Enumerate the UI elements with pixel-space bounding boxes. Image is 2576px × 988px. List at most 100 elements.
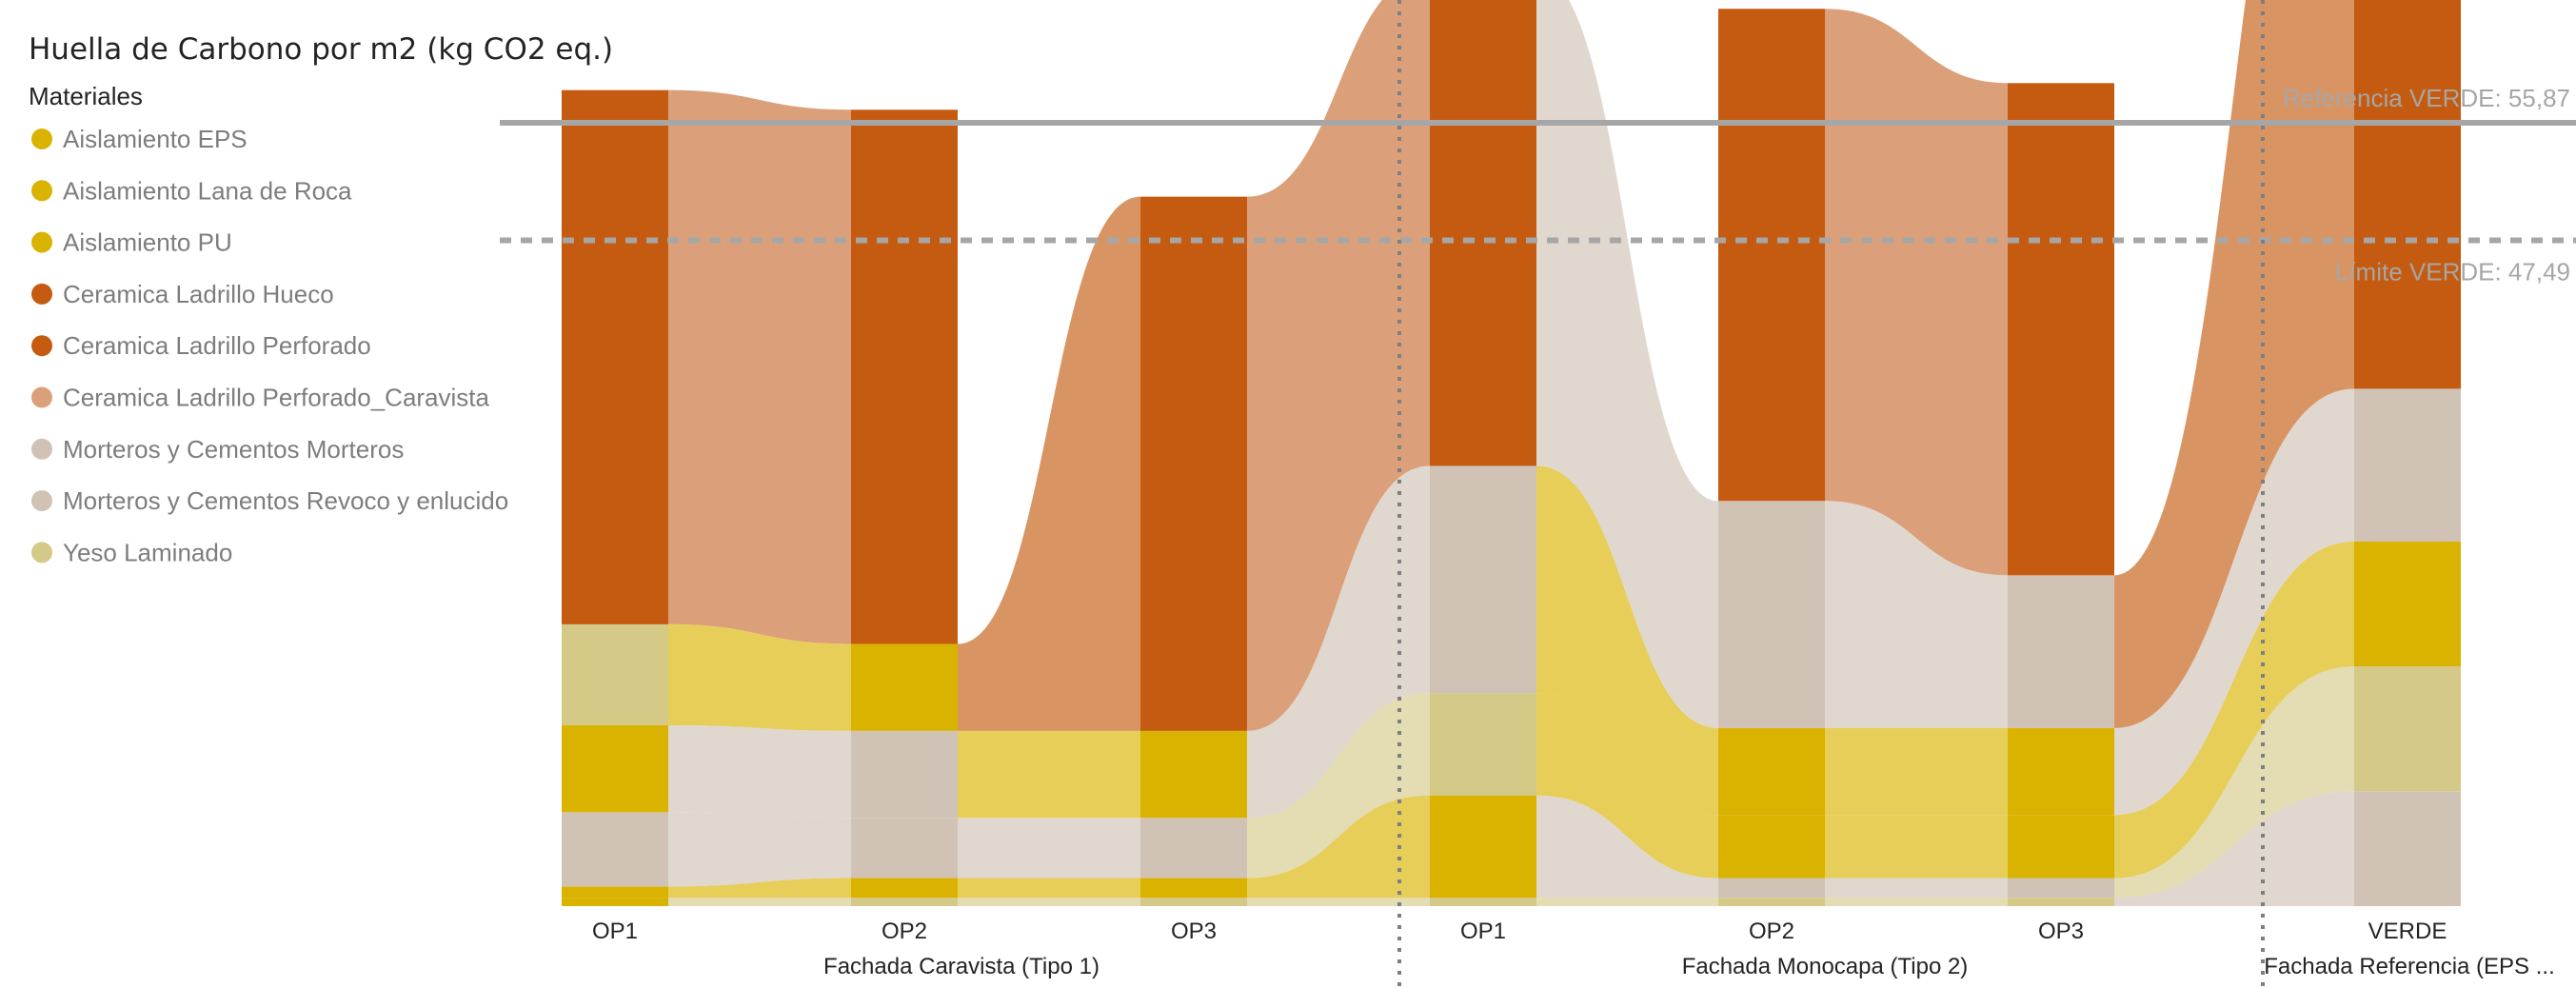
ribbon[interactable] bbox=[668, 623, 851, 731]
ribbon[interactable] bbox=[1247, 693, 1430, 879]
ribbon[interactable] bbox=[958, 898, 1140, 906]
bar-segment[interactable] bbox=[851, 109, 958, 644]
x-tick-label: OP3 bbox=[2038, 919, 2084, 944]
ribbon[interactable] bbox=[1536, 465, 1718, 816]
ribbon[interactable] bbox=[1536, 693, 1718, 879]
ribbon[interactable] bbox=[1825, 727, 2008, 816]
ribbon[interactable] bbox=[2114, 0, 2354, 728]
ribbon[interactable] bbox=[668, 898, 851, 906]
reference-lines: Referencia VERDE: 55,87 Límite VERDE: 47… bbox=[500, 84, 2576, 286]
ribbon[interactable] bbox=[668, 878, 851, 899]
ribbon[interactable] bbox=[668, 89, 851, 644]
legend-item-label[interactable]: Aislamiento PU bbox=[63, 228, 232, 257]
limit-line-verde-label: Límite VERDE: 47,49 bbox=[2335, 257, 2570, 286]
legend-item-label[interactable]: Morteros y Cementos Revoco y enlucido bbox=[63, 486, 508, 515]
legend-item-label[interactable]: Ceramica Ladrillo Hueco bbox=[63, 280, 334, 308]
bar-segment[interactable] bbox=[2008, 898, 2114, 906]
bar-segment[interactable] bbox=[1140, 818, 1247, 879]
bar-segment[interactable] bbox=[1718, 815, 1825, 879]
ribbon[interactable] bbox=[1247, 0, 1430, 731]
legend-item-label[interactable]: Aislamiento EPS bbox=[63, 125, 248, 153]
bar-segment[interactable] bbox=[1430, 898, 1536, 906]
bar-segment[interactable] bbox=[562, 623, 668, 725]
ribbon[interactable] bbox=[1247, 898, 1430, 906]
legend: Materiales Aislamiento EPS Aislamiento La… bbox=[29, 82, 508, 566]
bar-segment[interactable] bbox=[2354, 666, 2461, 792]
bar-segment[interactable] bbox=[851, 818, 958, 879]
ribbon[interactable] bbox=[1825, 878, 2008, 899]
bar-segment[interactable] bbox=[1140, 898, 1247, 906]
legend-item-label[interactable]: Ceramica Ladrillo Perforado bbox=[63, 331, 371, 360]
ribbon[interactable] bbox=[668, 812, 851, 887]
bar-segment[interactable] bbox=[562, 89, 668, 624]
legend-title: Materiales bbox=[29, 82, 143, 110]
bar-segment[interactable] bbox=[851, 643, 958, 731]
bar-segment[interactable] bbox=[2008, 878, 2114, 899]
legend-marker bbox=[31, 283, 52, 305]
ribbon[interactable] bbox=[1825, 815, 2008, 879]
x-tick-label: OP3 bbox=[1171, 919, 1217, 944]
bar-segment[interactable] bbox=[851, 898, 958, 906]
ribbon[interactable] bbox=[1247, 795, 1430, 899]
bar-segment[interactable] bbox=[2354, 791, 2461, 906]
bar-segment[interactable] bbox=[1430, 0, 1536, 466]
bar-segment[interactable] bbox=[1140, 878, 1247, 899]
x-group-label: Fachada Monocapa (Tipo 2) bbox=[1682, 954, 1969, 979]
bar-segment[interactable] bbox=[2008, 83, 2114, 576]
bar-segment[interactable] bbox=[1718, 878, 1825, 899]
bar-segment[interactable] bbox=[2008, 815, 2114, 879]
bar-segment[interactable] bbox=[1718, 727, 1825, 816]
bars-layer bbox=[562, 0, 2461, 906]
bar-segment[interactable] bbox=[1140, 196, 1247, 731]
ribbon[interactable] bbox=[2114, 666, 2354, 899]
group-separators bbox=[1397, 0, 2265, 988]
bar-segment[interactable] bbox=[2354, 0, 2461, 389]
legend-item-label[interactable]: Ceramica Ladrillo Perforado_Caravista bbox=[63, 384, 490, 412]
ribbon[interactable] bbox=[958, 196, 1140, 731]
bar-segment[interactable] bbox=[1718, 9, 1825, 502]
ribbon[interactable] bbox=[1825, 9, 2008, 576]
legend-marker bbox=[31, 180, 52, 202]
bar-segment[interactable] bbox=[2008, 727, 2114, 816]
bar-segment[interactable] bbox=[2354, 542, 2461, 667]
ribbon[interactable] bbox=[1536, 898, 1718, 906]
bar-segment[interactable] bbox=[1430, 693, 1536, 796]
bar-segment[interactable] bbox=[2354, 388, 2461, 543]
ribbon[interactable] bbox=[958, 730, 1140, 819]
ribbon[interactable] bbox=[2114, 791, 2354, 906]
legend-marker bbox=[31, 490, 52, 512]
x-tick-label: OP1 bbox=[592, 919, 638, 944]
bar-segment[interactable] bbox=[1430, 795, 1536, 899]
ribbon[interactable] bbox=[668, 724, 851, 819]
legend-item-label[interactable]: Aislamiento Lana de Roca bbox=[63, 176, 352, 205]
legend-item-label[interactable]: Yeso Laminado bbox=[63, 538, 232, 566]
bar-segment[interactable] bbox=[562, 886, 668, 899]
bar-segment[interactable] bbox=[851, 878, 958, 899]
ribbon[interactable] bbox=[1536, 795, 1718, 899]
bar-segment[interactable] bbox=[1140, 730, 1247, 819]
legend-item-label[interactable]: Morteros y Cementos Morteros bbox=[63, 435, 404, 464]
x-group-label: Fachada Referencia (EPS ... bbox=[2264, 954, 2554, 979]
bar-segment[interactable] bbox=[2008, 575, 2114, 728]
x-axis: OP1 OP2 OP3 OP1 OP2 OP3 VERDE Fachada Caravista… bbox=[592, 919, 2555, 979]
ribbon[interactable] bbox=[1825, 501, 2008, 728]
bar-segment[interactable] bbox=[562, 812, 668, 887]
legend-marker bbox=[31, 231, 52, 253]
x-group-label: Fachada Caravista (Tipo 1) bbox=[823, 954, 1100, 979]
bar-segment[interactable] bbox=[851, 730, 958, 819]
x-tick-label: VERDE bbox=[2368, 919, 2447, 944]
ribbon[interactable] bbox=[958, 818, 1140, 879]
ribbon[interactable] bbox=[1536, 0, 1718, 728]
x-tick-label: OP1 bbox=[1460, 919, 1506, 944]
ribbon[interactable] bbox=[1825, 898, 2008, 906]
bar-segment[interactable] bbox=[1430, 465, 1536, 694]
ribbon[interactable] bbox=[2114, 388, 2354, 816]
ribbon[interactable] bbox=[1247, 465, 1430, 819]
ribbon[interactable] bbox=[2114, 542, 2354, 879]
bar-segment[interactable] bbox=[562, 898, 668, 906]
ribbon[interactable] bbox=[958, 878, 1140, 899]
bar-segment[interactable] bbox=[1718, 898, 1825, 906]
bar-segment[interactable] bbox=[562, 724, 668, 813]
bar-segment[interactable] bbox=[1718, 501, 1825, 728]
